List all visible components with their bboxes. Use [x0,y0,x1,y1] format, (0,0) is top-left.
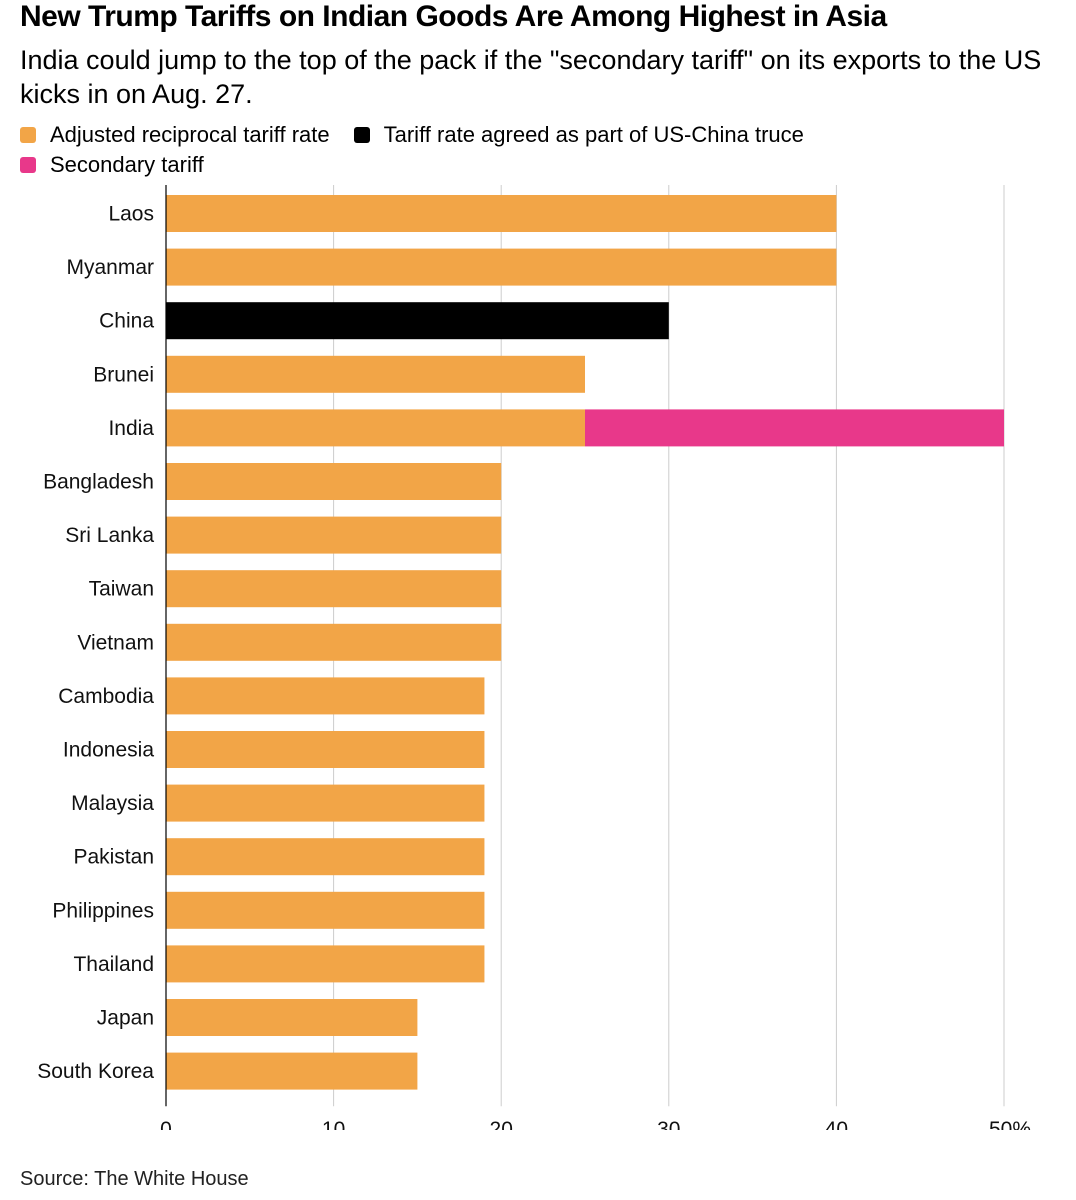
category-label-cambodia: Cambodia [58,685,154,708]
category-label-indonesia: Indonesia [63,739,154,762]
category-label-pakistan: Pakistan [73,846,154,869]
bar-chart: Laos Myanmar China Brunei India Bangladesh Sri… [37,185,1031,1130]
legend-label-us-china-truce: Tariff rate agreed as part of US-China t… [383,122,804,147]
bar-bangladesh-adjusted-reciprocal-tariff-rate [166,463,502,500]
legend-item-us-china-truce: Tariff rate agreed as part of US-China t… [353,122,804,148]
category-label-taiwan: Taiwan [89,578,154,601]
category-label-bangladesh: Bangladesh [43,471,154,494]
legend-swatch-secondary [20,157,36,173]
chart-title: New Trump Tariffs on Indian Goods Are Am… [20,0,887,33]
x-tick-label-40: 40 [825,1118,848,1130]
bar-sri-lanka-adjusted-reciprocal-tariff-rate [166,516,502,554]
legend-label-reciprocal: Adjusted reciprocal tariff rate [50,122,330,147]
category-label-japan: Japan [97,1007,154,1030]
bar-laos-adjusted-reciprocal-tariff-rate [166,195,837,232]
bar-philippines-adjusted-reciprocal-tariff-rate [166,891,485,929]
bar-vietnam-adjusted-reciprocal-tariff-rate [166,623,502,661]
bar-indonesia-adjusted-reciprocal-tariff-rate [166,731,485,768]
legend: Adjusted reciprocal tariff rate Tariff r… [20,120,1060,180]
legend-swatch-us-china-truce [353,127,370,143]
x-tick-label-20: 20 [490,1118,513,1130]
legend-label-secondary: Secondary tariff [50,152,204,177]
legend-item-reciprocal: Adjusted reciprocal tariff rate [20,122,330,148]
bar-thailand-adjusted-reciprocal-tariff-rate [166,945,485,983]
category-label-philippines: Philippines [52,899,154,922]
category-label-india: India [108,417,154,440]
x-tick-label-50: 50% [989,1118,1031,1130]
legend-item-secondary: Secondary tariff [20,152,204,178]
x-tick-label-10: 10 [322,1118,345,1130]
bar-malaysia-adjusted-reciprocal-tariff-rate [166,784,485,822]
bar-pakistan-adjusted-reciprocal-tariff-rate [166,838,485,876]
source-note: Source: The White House [20,1168,249,1190]
bar-cambodia-adjusted-reciprocal-tariff-rate [166,677,485,715]
x-tick-label-30: 30 [657,1118,680,1130]
category-label-china: China [99,310,154,333]
category-label-vietnam: Vietnam [77,631,154,654]
category-label-thailand: Thailand [73,953,154,976]
category-label-sri-lanka: Sri Lanka [65,524,154,547]
bar-china-tariff-rate-agreed-as-part-of-us-china-truce [166,302,669,340]
chart-subtitle: India could jump to the top of the pack … [20,45,1042,109]
bar-brunei-adjusted-reciprocal-tariff-rate [166,355,585,393]
bar-india-adjusted-reciprocal-tariff-rate [166,409,585,447]
legend-row-2: Secondary tariff [20,150,1060,180]
x-tick-label-0: 0 [160,1118,172,1130]
category-label-south-korea: South Korea [37,1060,154,1083]
bar-japan-adjusted-reciprocal-tariff-rate [166,999,418,1036]
category-label-laos: Laos [108,203,154,226]
category-label-brunei: Brunei [93,363,154,386]
legend-row-1: Adjusted reciprocal tariff rate Tariff r… [20,120,1060,150]
category-label-malaysia: Malaysia [71,792,154,815]
category-label-myanmar: Myanmar [66,256,154,279]
bar-south-korea-adjusted-reciprocal-tariff-rate [166,1052,418,1090]
bar-taiwan-adjusted-reciprocal-tariff-rate [166,570,502,608]
bar-myanmar-adjusted-reciprocal-tariff-rate [166,248,837,286]
legend-swatch-reciprocal [20,127,36,143]
bar-india-secondary-tariff [585,409,1004,447]
